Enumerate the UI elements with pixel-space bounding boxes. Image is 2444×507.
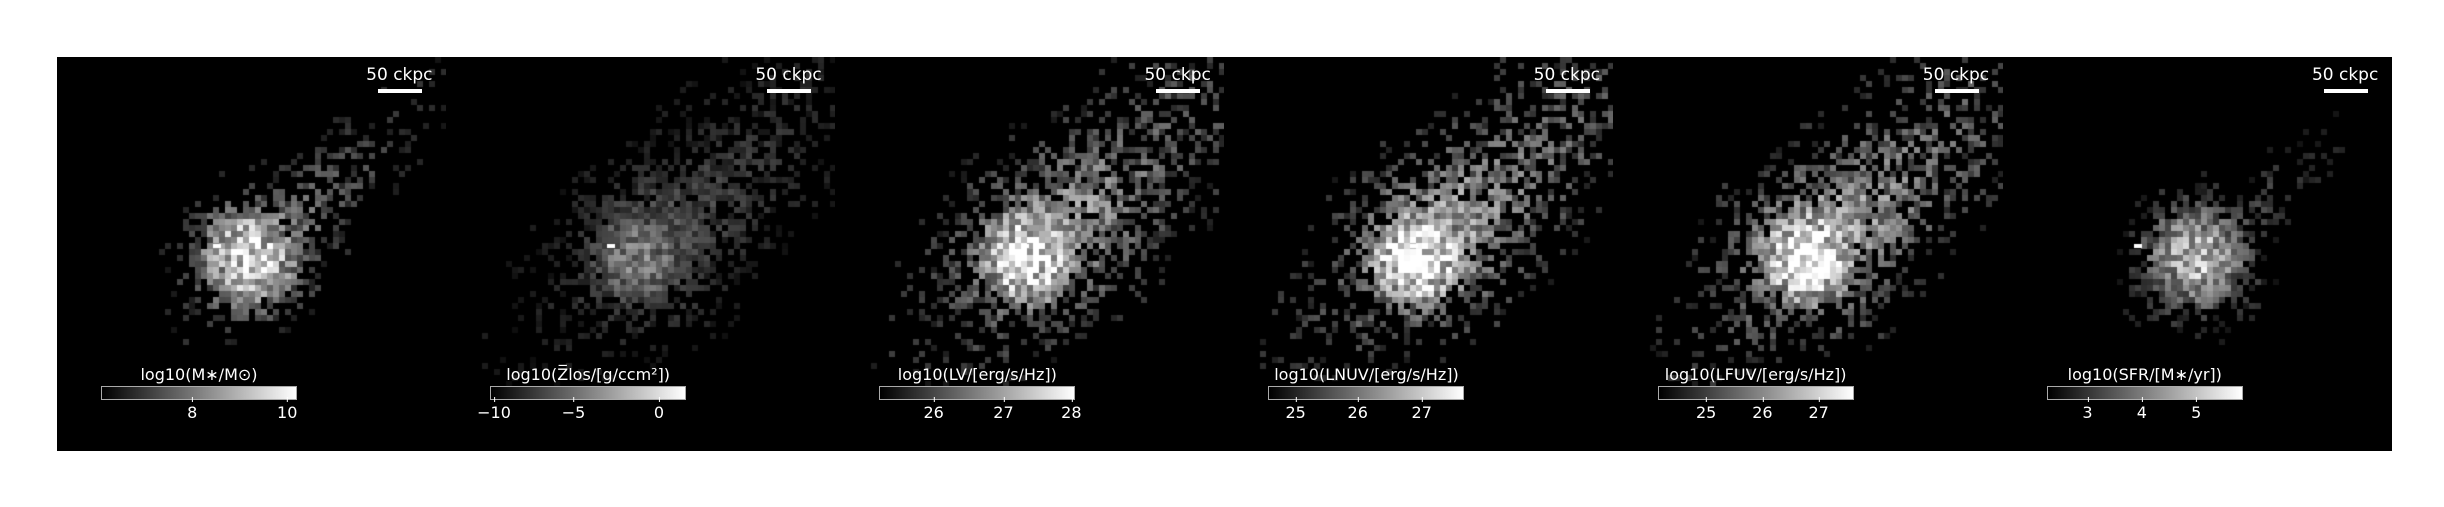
colorbar-tick: −10 — [477, 397, 511, 422]
colorbar-tick-label: 10 — [277, 403, 298, 422]
colorbar-tick-label: 0 — [653, 403, 665, 422]
colorbar: log10(SFR/[M∗/yr]) 3 4 5 — [2046, 364, 2243, 422]
colorbar-tick: 26 — [923, 397, 944, 422]
colorbar-ticks: 25 26 27 — [1268, 397, 1464, 422]
scalebar-label: 50 ckpc — [1144, 65, 1211, 85]
scalebar-line — [1545, 89, 1590, 93]
colorbar-tick-label: 27 — [1808, 403, 1829, 422]
colorbar-tick-label: −5 — [561, 403, 586, 422]
colorbar-tick: 0 — [653, 397, 665, 422]
colorbar-tick: 26 — [1752, 397, 1773, 422]
colorbar-tick: 3 — [2082, 397, 2093, 422]
colorbar-tick-label: 25 — [1285, 403, 1306, 422]
colorbar-ticks: 26 27 28 — [879, 397, 1082, 422]
colorbar-tick-label: 26 — [1347, 403, 1368, 422]
colorbar-label: log10(LFUV/[erg/s/Hz]) — [1664, 365, 1847, 384]
scalebar: 50 ckpc — [755, 65, 822, 93]
pixel-map-sfr — [2002, 57, 2392, 451]
scalebar-label: 50 ckpc — [1922, 65, 1990, 85]
colorbar-gradient — [879, 386, 1076, 400]
colorbar-tick-label: 25 — [1695, 403, 1717, 422]
scalebar: 50 ckpc — [1533, 65, 1600, 93]
colorbar-label: log10(M∗/M⊙) — [140, 365, 258, 384]
pixel-map-fuv-band — [1613, 57, 2003, 451]
scalebar-line — [767, 89, 812, 93]
colorbar-ticks: 25 26 27 — [1658, 397, 1854, 422]
scalebar-label: 50 ckpc — [1533, 65, 1600, 85]
colorbar-tick: 26 — [1347, 397, 1368, 422]
colorbar-tick-label: 26 — [1752, 403, 1773, 422]
scalebar-label: 50 ckpc — [2311, 65, 2379, 85]
pixel-map-nuv-band — [1224, 57, 1614, 451]
scalebar: 50 ckpc — [2311, 65, 2379, 93]
scalebar-label: 50 ckpc — [755, 65, 822, 85]
colorbar-tick: 4 — [2136, 397, 2147, 422]
colorbar-label: log10(Z̅los/[g/ccm²]) — [506, 365, 671, 384]
colorbar-label: log10(LNUV/[erg/s/Hz]) — [1274, 365, 1459, 384]
scalebar-line — [378, 89, 423, 93]
colorbar: log10(LFUV/[erg/s/Hz]) 25 26 27 — [1657, 364, 1854, 422]
panel-fuv-band: 50 ckpc log10(LFUV/[erg/s/Hz]) 25 26 27 — [1613, 57, 2003, 451]
panel-v-band: 50 ckpc log10(LV/[erg/s/Hz]) 26 27 28 — [835, 57, 1225, 451]
scalebar-line — [1934, 89, 1979, 93]
colorbar-tick-label: 28 — [1061, 403, 1082, 422]
panel-stellar-mass: 50 ckpc log10(M∗/M⊙) 8 10 — [57, 57, 446, 451]
colorbar-tick-label: 8 — [187, 403, 198, 422]
scalebar: 50 ckpc — [1144, 65, 1211, 93]
pixel-map-stellar-mass — [57, 57, 446, 451]
colorbar-gradient — [101, 386, 297, 400]
colorbar-gradient — [490, 386, 687, 400]
colorbar-tick-label: −10 — [477, 403, 511, 422]
panel-sfr: 50 ckpc log10(SFR/[M∗/yr]) 3 4 5 — [2002, 57, 2392, 451]
colorbar-tick: 10 — [277, 397, 298, 422]
scalebar-line — [2323, 89, 2368, 93]
colorbar-tick: 8 — [187, 397, 198, 422]
image-strip: 50 ckpc log10(M∗/M⊙) 8 10 50 ckpc log10(Z̅los… — [57, 57, 2392, 451]
panel-nuv-band: 50 ckpc log10(LNUV/[erg/s/Hz]) 25 26 27 — [1224, 57, 1614, 451]
pixel-map-v-band — [835, 57, 1225, 451]
pixel-map-metallicity — [446, 57, 836, 451]
panel-metallicity: 50 ckpc log10(Z̅los/[g/ccm²]) −10 −5 0 — [446, 57, 836, 451]
colorbar-tick: 5 — [2191, 397, 2202, 422]
colorbar-tick-label: 27 — [993, 403, 1014, 422]
colorbar-label: log10(LV/[erg/s/Hz]) — [897, 365, 1057, 384]
scalebar-label: 50 ckpc — [366, 65, 433, 85]
scalebar: 50 ckpc — [1922, 65, 1990, 93]
colorbar-tick-label: 4 — [2136, 403, 2147, 422]
colorbar-tick-label: 27 — [1411, 403, 1432, 422]
scalebar-line — [1156, 89, 1201, 93]
colorbar-tick: 27 — [993, 397, 1014, 422]
colorbar-tick: −5 — [561, 397, 586, 422]
colorbar-tick: 27 — [1808, 397, 1829, 422]
colorbar-ticks: −10 −5 0 — [477, 397, 686, 422]
colorbar-tick-label: 3 — [2082, 403, 2093, 422]
colorbar-gradient — [2046, 386, 2243, 400]
colorbar-tick: 27 — [1411, 397, 1432, 422]
colorbar-tick: 28 — [1061, 397, 1082, 422]
colorbar: log10(LV/[erg/s/Hz]) 26 27 28 — [879, 364, 1082, 422]
colorbar-ticks: 3 4 5 — [2047, 397, 2243, 422]
colorbar: log10(LNUV/[erg/s/Hz]) 25 26 27 — [1268, 364, 1465, 422]
colorbar-ticks: 8 10 — [101, 397, 298, 422]
colorbar-gradient — [1657, 386, 1854, 400]
colorbar-tick: 25 — [1285, 397, 1306, 422]
colorbar-tick: 25 — [1695, 397, 1717, 422]
colorbar: log10(Z̅los/[g/ccm²]) −10 −5 0 — [477, 364, 687, 422]
colorbar-tick-label: 26 — [923, 403, 944, 422]
colorbar: log10(M∗/M⊙) 8 10 — [101, 364, 298, 422]
colorbar-tick-label: 5 — [2191, 403, 2202, 422]
colorbar-label: log10(SFR/[M∗/yr]) — [2067, 365, 2222, 384]
scalebar: 50 ckpc — [366, 65, 433, 93]
colorbar-gradient — [1268, 386, 1465, 400]
